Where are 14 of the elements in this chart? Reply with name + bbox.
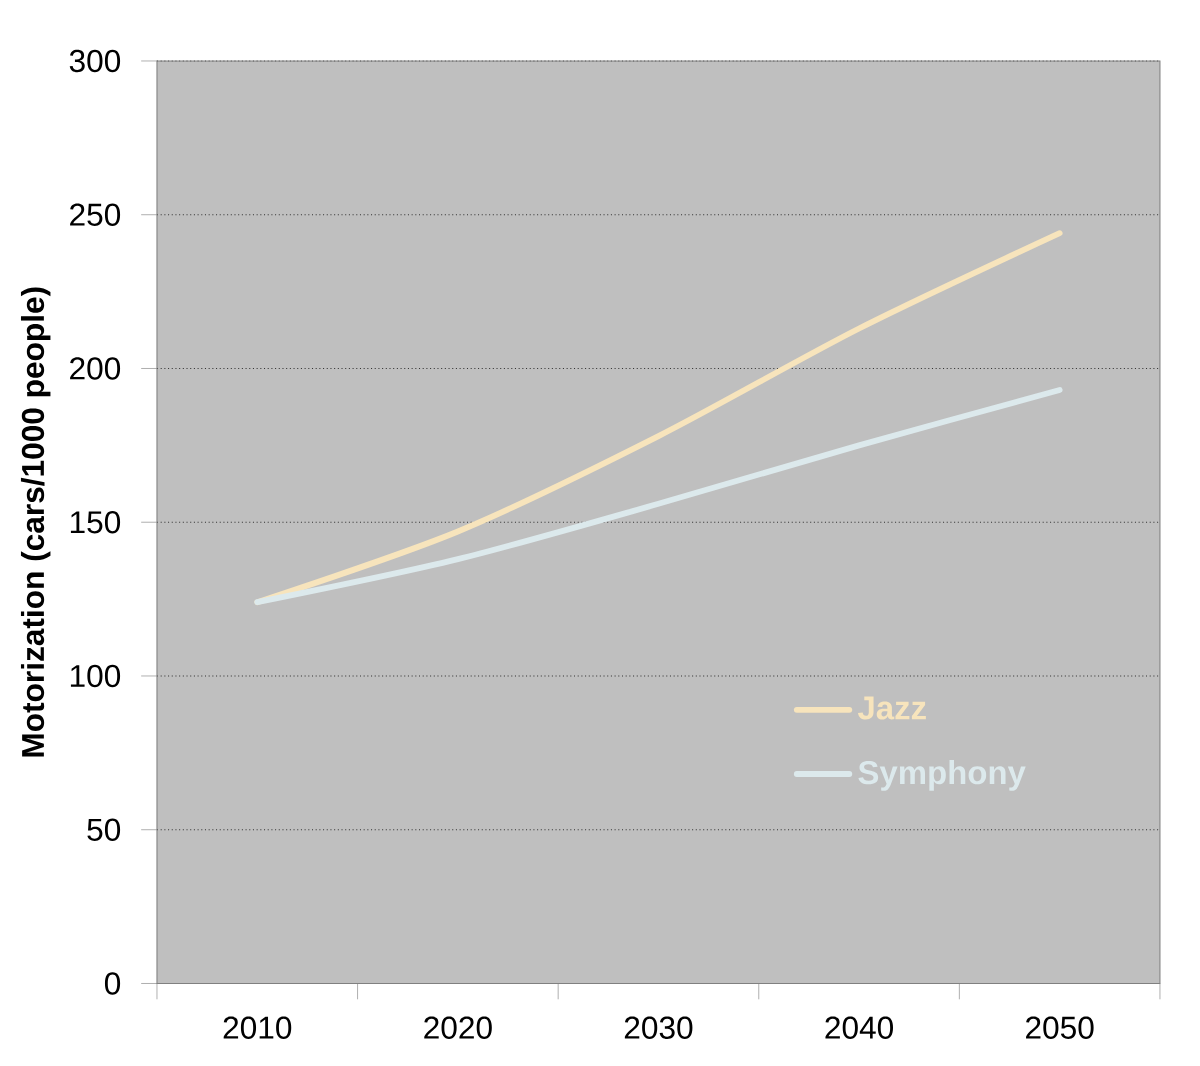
y-tick-label: 150 <box>70 511 121 534</box>
x-tick-label: 2030 <box>624 1016 693 1039</box>
legend-label: Jazz <box>857 696 926 720</box>
y-tick-label: 300 <box>69 49 121 73</box>
y-axis-title: Motorization (cars/1000 people) <box>20 287 51 757</box>
y-tick-label: 0 <box>104 972 121 995</box>
x-tick-label: 2010 <box>223 1016 292 1039</box>
y-tick-label: 200 <box>70 357 121 380</box>
y-tick-label: 250 <box>70 203 121 226</box>
y-tick-label: 100 <box>70 664 121 688</box>
x-tick-label: 2050 <box>1026 1016 1094 1039</box>
y-tick-label: 50 <box>87 818 121 841</box>
x-tick-label: 2040 <box>825 1016 894 1039</box>
x-tick-label: 2020 <box>424 1016 492 1039</box>
